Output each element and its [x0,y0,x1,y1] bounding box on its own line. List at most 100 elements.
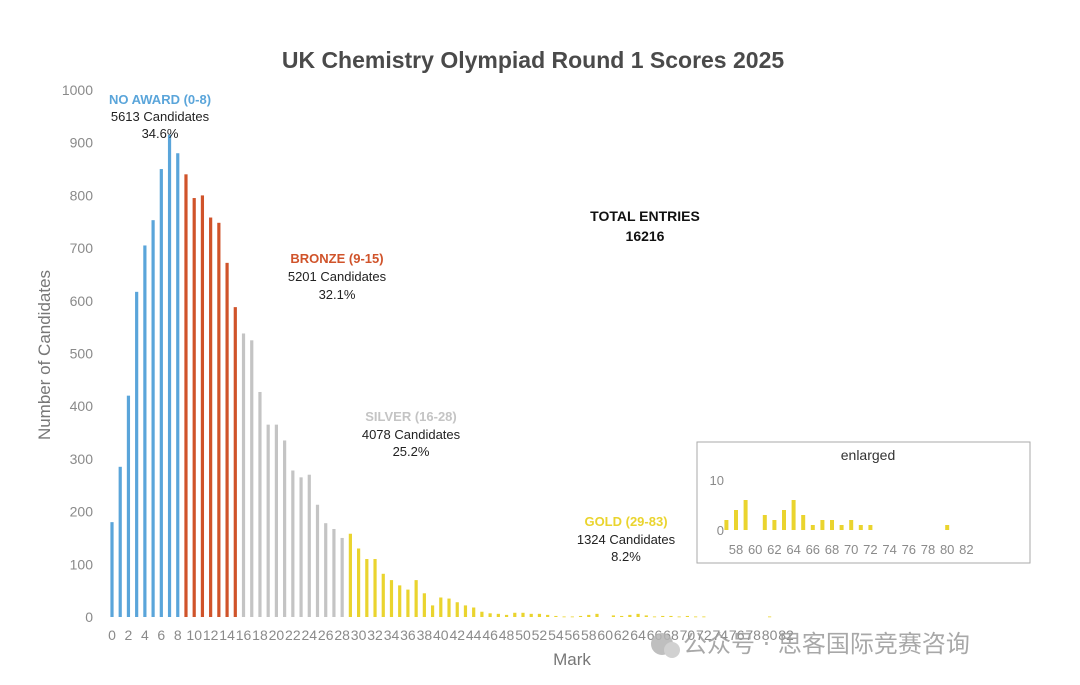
x-tick-label: 6 [157,627,165,643]
bar [192,198,196,617]
annotation-gold-title: GOLD (29-83) [584,514,667,529]
x-tick-label: 28 [334,627,350,643]
bar [463,605,468,617]
inset-x-tick-label: 72 [863,542,877,557]
bar [291,470,295,617]
annotation-silver-candidates: 4078 Candidates [362,427,461,442]
bar [365,559,369,617]
inset-bar [782,510,786,530]
inset-bar [868,525,873,530]
inset-x-ticks: 58 60 62 64 66 68 70 72 74 76 78 80 82 [729,542,974,557]
bar [685,615,689,617]
annotation-silver-percent: 25.2% [393,444,430,459]
bar [241,333,246,617]
annotation-gold-candidates: 1324 Candidates [577,532,676,547]
annotation-bronze-title: BRONZE (9-15) [290,251,383,266]
y-tick-label: 1000 [62,82,93,98]
bar [381,573,385,617]
annotation-no-award-title: NO AWARD (0-8) [109,92,211,107]
inset-bar [791,500,796,530]
x-tick-label: 44 [466,627,482,643]
x-tick-label: 10 [186,627,202,643]
inset-bar [734,510,738,530]
annotation-bronze-candidates: 5201 Candidates [288,269,387,284]
y-tick-label: 600 [70,293,94,309]
x-tick-label: 0 [108,627,116,643]
inset-bar [849,520,854,530]
inset-title: enlarged [841,447,896,463]
bar [332,528,336,617]
x-tick-label: 20 [269,627,285,643]
chart-title: UK Chemistry Olympiad Round 1 Scores 202… [282,47,785,73]
inset-bar [945,525,950,530]
bar [430,605,435,617]
bar [677,616,681,618]
y-tick-label: 200 [70,504,94,520]
bar [636,613,640,617]
x-tick-label: 50 [515,627,531,643]
bar [669,615,673,617]
bar [554,615,558,617]
y-tick-label: 800 [70,187,94,203]
y-tick-label: 300 [70,451,94,467]
x-tick-label: 30 [351,627,367,643]
watermark-text: 公众号 · 思客国际竞赛咨询 [683,630,970,658]
inset-bar [772,520,777,530]
x-tick-label: 54 [548,627,564,643]
x-tick-label: 4 [141,627,149,643]
bar [587,614,591,617]
inset-bar [801,515,806,530]
y-tick-label: 0 [85,609,93,625]
x-tick-label: 56 [565,627,581,643]
inset-x-tick-label: 62 [767,542,781,557]
bar [110,522,114,617]
inset-x-tick-label: 66 [806,542,820,557]
bar [315,504,320,617]
bar [126,395,131,617]
x-tick-label: 14 [219,627,235,643]
y-tick-label: 500 [70,346,94,362]
bar [225,262,229,617]
bar [694,616,698,618]
x-tick-label: 82 [778,627,794,643]
inset-y-tick-label: 10 [710,473,724,488]
annotation-no-award-candidates: 5613 Candidates [111,109,210,124]
bar [209,217,213,617]
bar [529,613,533,617]
bar [455,602,459,617]
inset-bar [724,520,729,530]
bar [159,169,163,618]
bar [414,580,418,617]
inset-bar [858,525,863,530]
annotation-silver: SILVER (16-28) 4078 Candidates 25.2% [362,409,461,459]
inset-x-tick-label: 74 [882,542,896,557]
inset-y-ticks: 0 10 [710,473,724,538]
bar [143,245,147,617]
annotation-no-award-percent: 34.6% [142,126,179,141]
bar [151,220,155,617]
y-axis-ticks: 0 100 200 300 400 500 600 700 800 900 1000 [62,82,93,625]
bar [472,607,476,617]
bar [578,615,583,617]
bar [537,613,542,617]
inset-x-tick-label: 70 [844,542,858,557]
bar [389,580,394,617]
x-tick-label: 46 [482,627,498,643]
inset-bar [820,520,825,530]
inset-bar [743,500,748,530]
bar [562,616,566,618]
bar [620,615,624,617]
wechat-icon-bubble [664,642,680,658]
x-tick-label: 18 [252,627,268,643]
x-tick-label: 42 [449,627,465,643]
y-tick-label: 100 [70,556,94,572]
bar [307,474,311,617]
bar [398,585,402,617]
bar [274,424,278,617]
bar [488,613,492,617]
bar [135,291,139,617]
inset-bar [810,525,815,530]
x-tick-label: 16 [236,627,252,643]
x-tick-label: 8 [174,627,182,643]
inset-bar [762,515,767,530]
